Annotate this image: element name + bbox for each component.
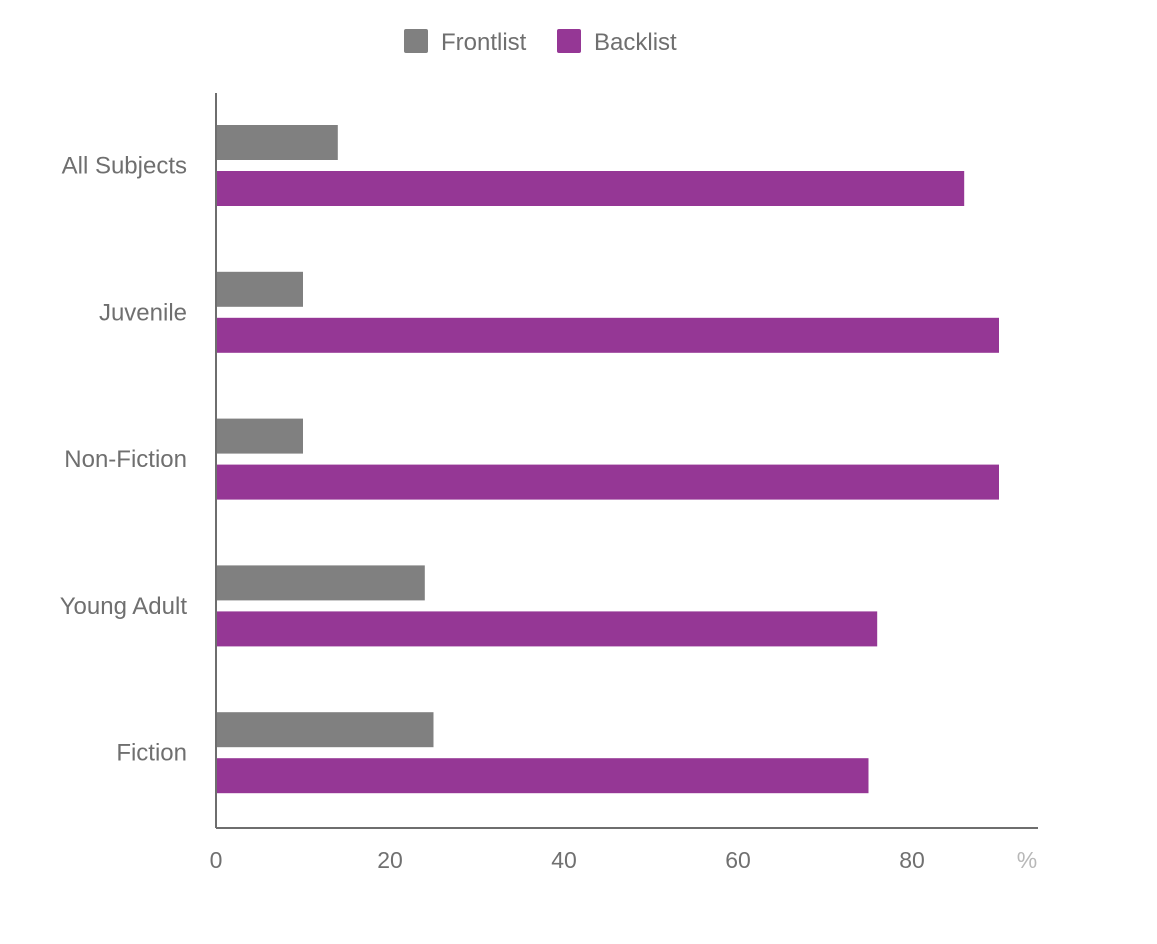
x-tick-label-80: 80 [899,847,925,873]
x-tick-label-60: 60 [725,847,751,873]
category-labels: All Subjects Juvenile Non-Fiction Young Adu… [60,153,188,767]
legend-label-backlist: Backlist [594,29,677,56]
tick-labels: 0 20 40 60 80 [210,847,925,873]
bar-frontlist-juvenile [217,271,303,307]
axes [215,93,1038,829]
x-unit-label: % [1017,847,1037,873]
category-label-fiction: Fiction [116,740,187,767]
bar-frontlist-all-subjects [217,125,338,160]
legend: Frontlist Backlist [404,29,677,56]
bar-backlist-juvenile [217,317,999,353]
bars [217,125,999,794]
x-tick-label-0: 0 [210,847,223,873]
bar-frontlist-young-adult [217,565,425,601]
bar-frontlist-fiction [217,712,434,748]
bar-backlist-non-fiction [217,464,999,500]
legend-swatch-backlist [557,29,581,53]
category-label-young-adult: Young Adult [60,593,188,620]
legend-label-frontlist: Frontlist [441,29,527,56]
category-label-juvenile: Juvenile [99,299,187,326]
legend-swatch-frontlist [404,29,428,53]
bar-backlist-young-adult [217,611,878,647]
x-tick-label-40: 40 [551,847,577,873]
x-tick-label-20: 20 [377,847,403,873]
category-label-all-subjects: All Subjects [62,153,187,180]
category-label-non-fiction: Non-Fiction [64,446,187,473]
bar-backlist-all-subjects [217,171,965,206]
bar-frontlist-non-fiction [217,418,303,454]
bar-backlist-fiction [217,758,869,794]
